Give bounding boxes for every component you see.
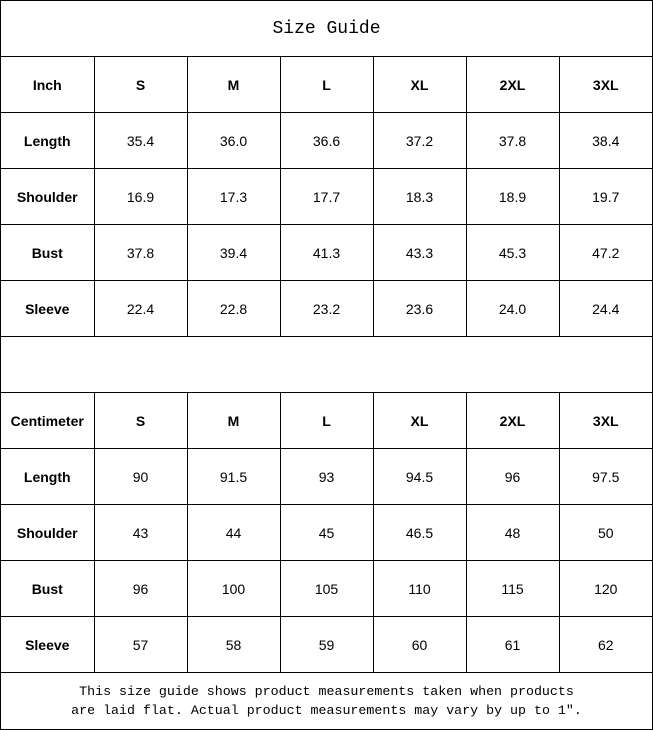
table-row: Length 90 91.5 93 94.5 96 97.5 [1,448,652,505]
size-header: S [93,57,188,113]
table-row: Bust 37.8 39.4 41.3 43.3 45.3 47.2 [1,224,652,281]
measurement-value: 36.0 [186,112,281,169]
measurement-value: 23.6 [372,280,467,337]
measurement-value: 46.5 [372,504,467,561]
measurement-value: 19.7 [558,168,652,225]
measurement-value: 37.8 [93,224,188,281]
measurement-label: Bust [1,224,95,281]
inch-table: Inch S M L XL 2XL 3XL Length 35.4 36.0 36.6 37.2 37.… [1,57,652,337]
table-row: Sleeve 22.4 22.8 23.2 23.6 24.0 24.4 [1,280,652,337]
unit-header: Inch [1,57,95,113]
measurement-value: 47.2 [558,224,652,281]
table-row: Shoulder 16.9 17.3 17.7 18.3 18.9 19.7 [1,168,652,225]
measurement-value: 39.4 [186,224,281,281]
measurement-label: Shoulder [1,168,95,225]
page-title: Size Guide [1,1,652,57]
table-row: Length 35.4 36.0 36.6 37.2 37.8 38.4 [1,112,652,169]
size-header: S [93,393,188,449]
measurement-value: 94.5 [372,448,467,505]
measurement-label: Sleeve [1,280,95,337]
measurement-value: 105 [279,560,374,617]
measurement-value: 22.8 [186,280,281,337]
measurement-value: 61 [465,616,560,673]
measurement-value: 22.4 [93,280,188,337]
measurement-value: 96 [465,448,560,505]
measurement-value: 35.4 [93,112,188,169]
unit-header: Centimeter [1,393,95,449]
measurement-value: 18.9 [465,168,560,225]
table-row: Bust 96 100 105 110 115 120 [1,560,652,617]
measurement-label: Bust [1,560,95,617]
size-header: M [186,393,281,449]
measurement-value: 110 [372,560,467,617]
measurement-value: 58 [186,616,281,673]
measurement-value: 57 [93,616,188,673]
measurement-value: 24.4 [558,280,652,337]
measurement-label: Length [1,112,95,169]
measurement-value: 44 [186,504,281,561]
measurement-label: Length [1,448,95,505]
measurement-value: 37.2 [372,112,467,169]
size-header: L [279,393,374,449]
size-header: M [186,57,281,113]
measurement-value: 96 [93,560,188,617]
table-row: Shoulder 43 44 45 46.5 48 50 [1,504,652,561]
measurement-value: 91.5 [186,448,281,505]
spacer-row [1,337,652,393]
measurement-value: 43.3 [372,224,467,281]
measurement-value: 100 [186,560,281,617]
measurement-value: 17.7 [279,168,374,225]
measurement-value: 97.5 [558,448,652,505]
size-header: 2XL [465,57,560,113]
footer-note: This size guide shows product measuremen… [1,673,652,729]
header-row: Centimeter S M L XL 2XL 3XL [1,393,652,449]
size-header: XL [372,57,467,113]
size-header: XL [372,393,467,449]
size-header: 3XL [558,393,652,449]
measurement-value: 60 [372,616,467,673]
measurement-value: 23.2 [279,280,374,337]
measurement-value: 90 [93,448,188,505]
measurement-value: 59 [279,616,374,673]
measurement-value: 41.3 [279,224,374,281]
measurement-value: 17.3 [186,168,281,225]
table-row: Sleeve 57 58 59 60 61 62 [1,616,652,673]
measurement-value: 45.3 [465,224,560,281]
measurement-value: 120 [558,560,652,617]
measurement-value: 36.6 [279,112,374,169]
size-header: 3XL [558,57,652,113]
measurement-value: 18.3 [372,168,467,225]
measurement-value: 62 [558,616,652,673]
header-row: Inch S M L XL 2XL 3XL [1,57,652,113]
size-header: 2XL [465,393,560,449]
measurement-value: 115 [465,560,560,617]
footer-line-1: This size guide shows product measuremen… [79,684,574,699]
measurement-value: 16.9 [93,168,188,225]
size-header: L [279,57,374,113]
measurement-value: 37.8 [465,112,560,169]
measurement-label: Sleeve [1,616,95,673]
measurement-value: 93 [279,448,374,505]
measurement-label: Shoulder [1,504,95,561]
footer-line-2: are laid flat. Actual product measuremen… [71,703,582,718]
measurement-value: 50 [558,504,652,561]
measurement-value: 45 [279,504,374,561]
measurement-value: 43 [93,504,188,561]
measurement-value: 48 [465,504,560,561]
measurement-value: 24.0 [465,280,560,337]
measurement-value: 38.4 [558,112,652,169]
centimeter-table: Centimeter S M L XL 2XL 3XL Length 90 91.5 93 94.5 9… [1,393,652,673]
